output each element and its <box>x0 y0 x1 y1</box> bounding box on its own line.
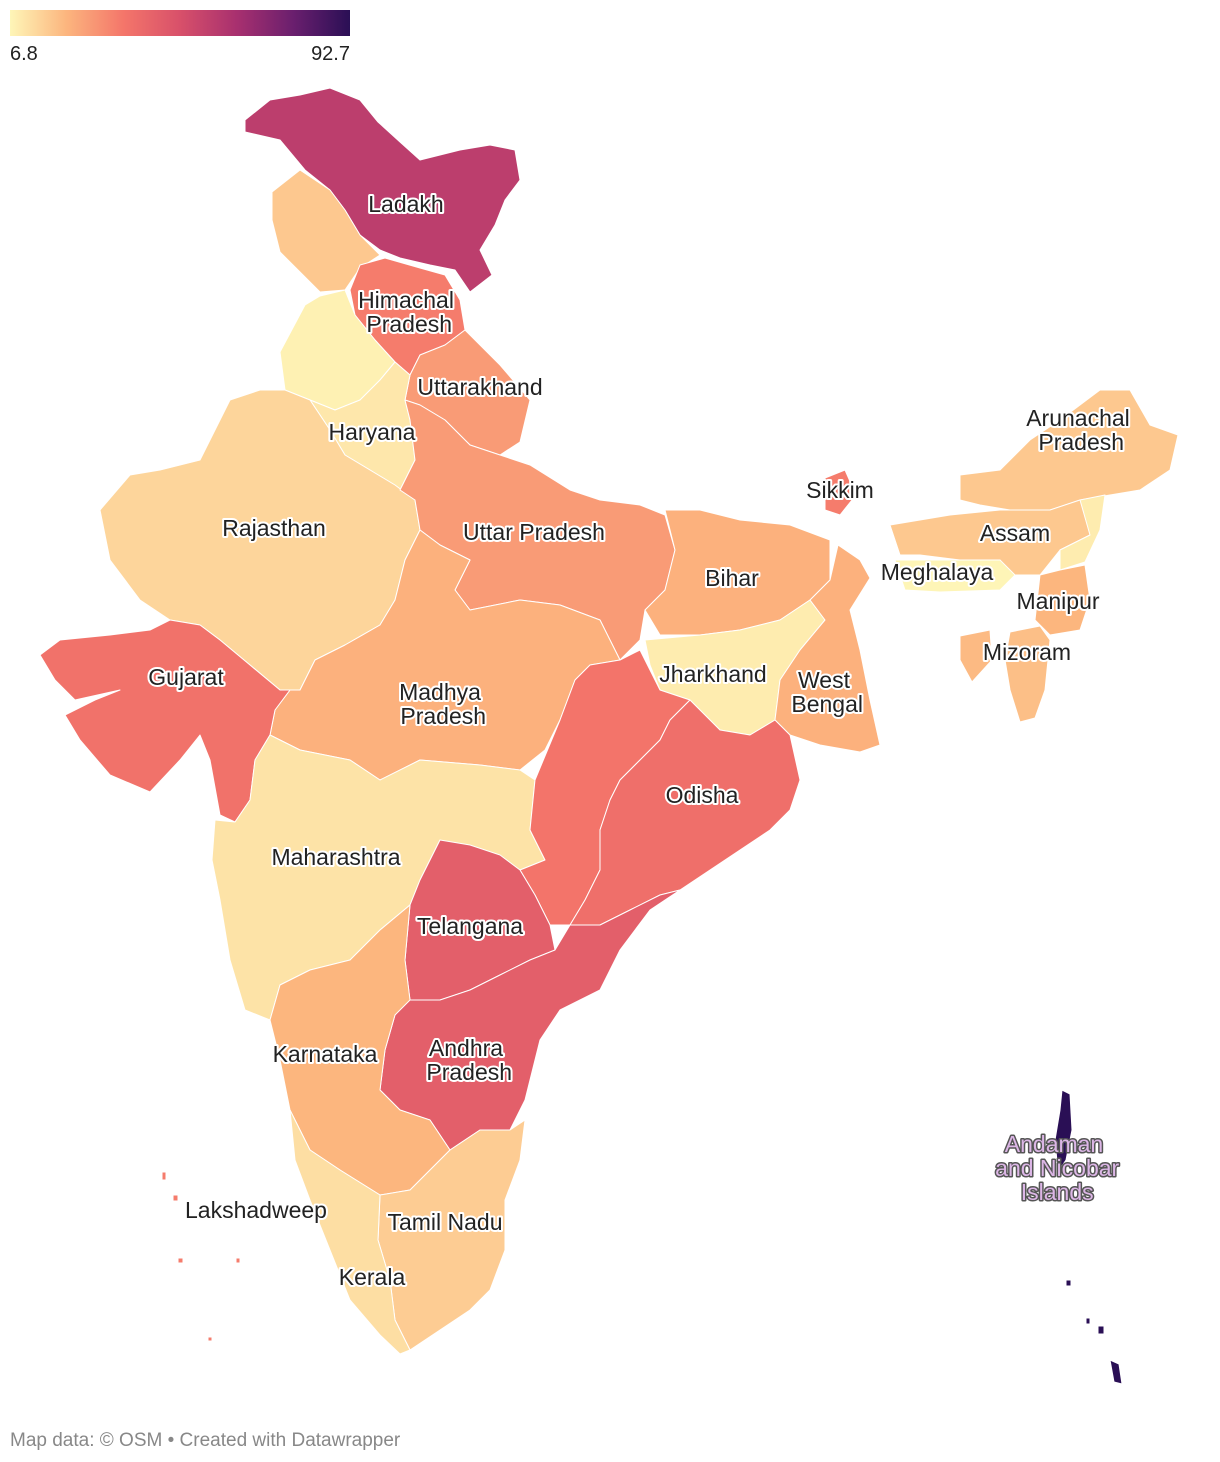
region-label: Uttarakhand <box>417 374 542 400</box>
region-label: Madhya Pradesh <box>394 679 486 729</box>
region-label: Uttar Pradesh <box>463 519 605 545</box>
labels: Ladakh Himachal Pradesh UttarakhandHaryana… <box>146 189 1132 1292</box>
legend-max: 92.7 <box>311 43 350 65</box>
region-label: West Bengal <box>785 667 863 717</box>
region-label: Arunachal Pradesh <box>1026 405 1130 455</box>
region-label: Tamil Nadu <box>387 1209 502 1235</box>
region-label: Assam <box>980 520 1050 546</box>
region <box>1054 1089 1123 1385</box>
legend-gradient <box>10 10 350 36</box>
region-label: Lakshadweep <box>185 1197 327 1223</box>
region-label: Andhra Pradesh <box>420 1035 512 1085</box>
region-label: Karnataka <box>273 1041 378 1067</box>
region <box>824 469 857 516</box>
region-label: Maharashtra <box>271 844 400 870</box>
region <box>161 1171 241 1342</box>
region-label: Jharkhand <box>659 661 766 687</box>
region <box>289 1109 411 1355</box>
region <box>774 544 881 753</box>
region-label: Odisha <box>666 782 739 808</box>
region-label: Telangana <box>417 913 523 939</box>
region-label: Manipur <box>1016 588 1099 614</box>
region-label: Sikkim <box>806 477 874 503</box>
region-label: Meghalaya <box>881 559 994 585</box>
regions <box>39 87 1179 1385</box>
region-label: Mizoram <box>983 639 1071 665</box>
region-label: Bihar <box>705 565 759 591</box>
region-label: Andaman and Nicobar Islands <box>989 1131 1120 1205</box>
region-label: Kerala <box>339 1264 406 1290</box>
region <box>959 389 1179 511</box>
legend-min: 6.8 <box>10 43 38 65</box>
region <box>1004 625 1051 723</box>
region-label: Ladakh <box>368 191 443 217</box>
region <box>1034 564 1091 636</box>
region-label: Gujarat <box>148 664 224 690</box>
region <box>959 629 993 683</box>
region-label: Haryana <box>329 419 416 445</box>
region <box>894 559 1016 593</box>
region-label: Rajasthan <box>222 515 326 541</box>
region-label: Himachal Pradesh <box>358 287 454 337</box>
source: Map data: © OSM • Created with Datawrapp… <box>10 1430 401 1451</box>
region <box>1059 494 1106 571</box>
